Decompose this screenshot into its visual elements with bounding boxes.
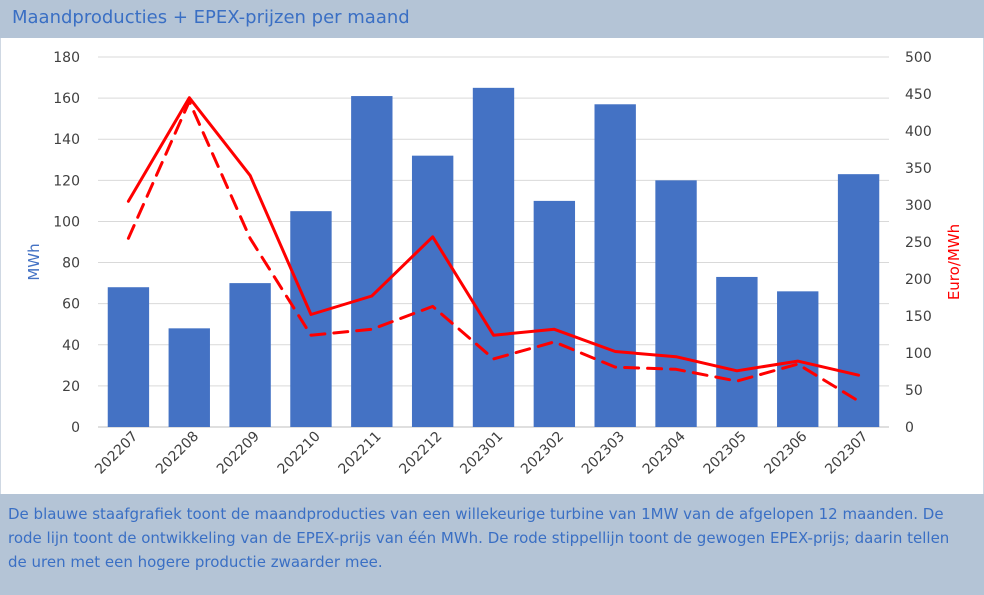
x-tick-label: 202307 xyxy=(822,429,871,478)
bar-202303 xyxy=(594,104,636,428)
y-right-tick-label: 150 xyxy=(905,309,932,325)
chart-svg: 0 20 40 60 80 100 120 140 160 180 0 50 100 150 200 250 3… xyxy=(25,50,963,478)
y-left-tick-label: 180 xyxy=(53,50,80,66)
y-right-tick-label: 500 xyxy=(905,50,932,66)
bar-202304 xyxy=(655,180,697,427)
bar-202301 xyxy=(472,87,515,428)
y-left-tick-label: 160 xyxy=(53,91,80,107)
x-tick-label: 202304 xyxy=(640,428,689,477)
bar-202209 xyxy=(229,283,271,427)
y-right-tick-label: 0 xyxy=(905,420,914,436)
x-tick-label: 202212 xyxy=(396,429,445,478)
y-right-tick-label: 350 xyxy=(905,161,932,177)
y-left-tick-label: 120 xyxy=(53,173,80,189)
x-tick-label: 202302 xyxy=(518,429,567,478)
price-lines xyxy=(126,96,861,403)
y-right-axis-label: Euro/MWh xyxy=(945,224,963,300)
caption-text: De blauwe staafgrafiek toont de maandpro… xyxy=(8,505,950,571)
header-bar: Maandproducties + EPEX-prijzen per maand xyxy=(0,0,984,38)
y-left-tick-label: 80 xyxy=(62,256,80,272)
bar-202307 xyxy=(837,174,880,427)
x-tick-label: 202301 xyxy=(457,429,506,478)
y-right-tick-label: 200 xyxy=(905,272,932,288)
bar-202211 xyxy=(351,96,393,428)
x-tick-label: 202303 xyxy=(579,429,628,478)
bars xyxy=(107,87,880,428)
bar-202210 xyxy=(290,211,332,427)
bar-202207 xyxy=(107,287,150,427)
x-tick-label: 202211 xyxy=(336,429,385,478)
x-tick-label: 202306 xyxy=(761,428,810,477)
y-left-tick-label: 40 xyxy=(62,338,80,354)
y-right-tick-label: 100 xyxy=(905,346,932,362)
bar-202305 xyxy=(716,276,758,427)
y-right-tick-label: 300 xyxy=(905,198,932,214)
bar-202212 xyxy=(411,155,454,427)
y-left-tick-label: 100 xyxy=(53,214,80,230)
chart-title: Maandproducties + EPEX-prijzen per maand xyxy=(12,7,410,28)
y-left-tick-label: 140 xyxy=(53,132,80,148)
weighted-price-line xyxy=(126,99,861,403)
x-tick-label: 202305 xyxy=(701,429,750,478)
x-tick-label: 202210 xyxy=(275,429,324,478)
y-right-tick-label: 400 xyxy=(905,124,932,140)
bar-202302 xyxy=(533,200,576,427)
x-tick-label: 202208 xyxy=(153,429,202,478)
y-right-tick-label: 50 xyxy=(905,383,923,399)
x-tick-label: 202207 xyxy=(92,429,141,478)
y-left-tick-label: 60 xyxy=(62,297,80,313)
y-right-tick-label: 450 xyxy=(905,87,932,103)
y-left-tick-label: 0 xyxy=(71,420,80,436)
price-line xyxy=(126,96,861,377)
bar-202306 xyxy=(777,291,819,427)
chart-area: 0 20 40 60 80 100 120 140 160 180 0 50 100 150 200 250 3… xyxy=(0,38,984,494)
y-right-tick-label: 250 xyxy=(905,235,932,251)
bar-202208 xyxy=(168,328,210,427)
y-left-axis-label: MWh xyxy=(25,243,43,280)
caption-panel: De blauwe staafgrafiek toont de maandpro… xyxy=(0,494,984,595)
x-tick-label: 202209 xyxy=(214,429,263,478)
y-left-tick-label: 20 xyxy=(62,379,80,395)
